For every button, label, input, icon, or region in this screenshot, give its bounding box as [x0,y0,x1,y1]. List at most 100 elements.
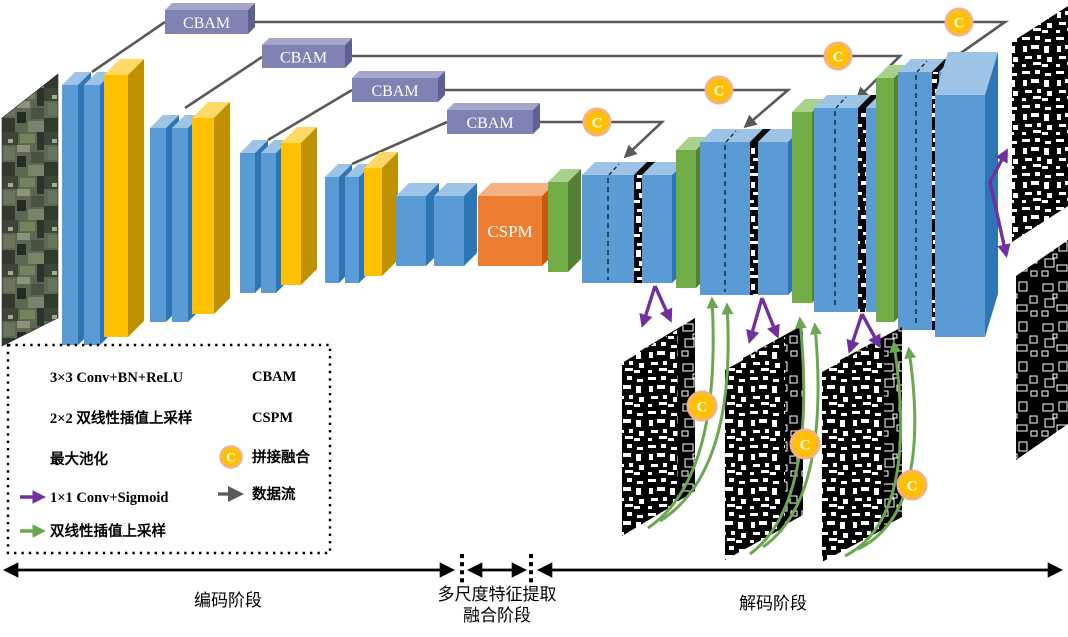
mask-map-sheet [725,337,785,560]
concat-node: C [944,7,974,37]
maxpool-block-front [281,143,301,285]
upsample-block-top [548,169,581,182]
conv1x1-arrow [639,285,657,328]
feature-strip-front [858,108,866,312]
feature-strip-top [750,129,771,142]
upsample-block [548,169,581,272]
cbam-block-top [447,103,540,110]
conv-block-front [325,177,339,283]
maxpool-block-top [104,59,144,75]
maxpool-block [281,127,317,285]
upsample-block-side [568,169,581,272]
conv-block-front [172,128,188,322]
encoder-stage-label: 编码阶段 [194,591,262,610]
dataflow-line [267,88,353,142]
upsample-block-top [676,137,709,150]
maxpool-block [104,59,144,337]
concat-node: C [686,390,718,422]
cbam-block-front [262,45,345,68]
conv-block [434,183,477,266]
conv1x1-arrow [760,297,780,339]
final-mask-map [1012,6,1068,242]
cbam-block-top [165,3,255,10]
cbam-block: CBAM [352,71,445,102]
conv-block-front [582,175,634,283]
maxpool-block-top [364,152,398,168]
middle-stage-label-line1: 多尺度特征提取 [438,585,557,604]
concat-label: C [592,116,603,132]
maxpool-block-top [281,127,317,143]
cbam-block: CBAM [447,103,540,134]
conv-block-front [240,153,255,293]
skip-connection-lines [91,20,1010,166]
conv-block-top [642,162,685,175]
concat-label: C [907,479,918,495]
concat-split-dash-top [608,163,620,176]
maxpool-block [364,152,398,276]
maxpool-block [192,102,230,314]
maxpool-block-top [192,102,230,118]
cbam-block-label: CBAM [183,15,230,32]
dataflow-line [248,20,1010,64]
final-conv-block-top [935,52,998,95]
final-output-maps [1012,6,1068,460]
cbam-block-front [165,10,248,34]
legend-label: 拼接融合 [252,448,310,466]
mask-map-sheet [622,330,677,536]
maxpool-block-front [104,75,128,337]
upsample-block-front [548,182,568,272]
concat-nodes: C C C C C C C [582,7,974,501]
feature-strip-front [634,175,642,283]
maxpool-block-side [214,102,230,314]
concat-label: C [833,50,844,66]
legend-label: 1×1 Conv+Sigmoid [50,490,168,506]
cbam-block-front [352,78,438,102]
upsample-block-front [792,112,812,303]
concat-split-dash-top [835,96,847,109]
conv1x1-arrow [860,313,881,349]
legend: 3×3 Conv+BN+ReLU 2×2 双线性插值上采样 最大池化 1×1 C… [6,343,332,555]
conv-block-front [898,72,932,330]
feature-strip-front [750,142,758,295]
conv-block-front [150,128,166,322]
side-output-maps [622,318,902,562]
legend-label: 最大池化 [50,450,108,468]
conv-block-front [62,85,78,345]
upsample-block-front [876,78,894,322]
maxpool-block-front [364,168,382,276]
cspm-block-top [478,183,555,196]
cbam-block-top [262,38,352,45]
dataflow-line [351,120,448,166]
middle-stage-label-line2: 融合阶段 [463,606,531,625]
final-edge-map [1016,240,1068,460]
cbam-block: CBAM [165,3,255,34]
concat-label: C [954,16,965,32]
concat-split-dash-top [725,130,737,143]
dataflow-line [438,88,792,129]
cbam-block-label: CBAM [371,83,418,100]
concat-label: C [714,84,725,100]
bilinear-upsample-arrows [647,296,917,558]
conv-block-top [434,183,477,196]
input-aerial-image [1,73,59,347]
concat-node: C [704,75,734,105]
conv-block-front [642,175,672,283]
final-conv-block-front [935,95,985,337]
conv-block-side [464,183,477,266]
legend-label: CSPM [252,410,293,426]
upsample-block-top [876,65,907,78]
conv-block [396,183,439,266]
stage-axis: 编码阶段 多尺度特征提取 融合阶段 解码阶段 [2,554,1064,625]
cbam-block: CBAM [262,38,352,68]
cbam-block-side [345,38,352,68]
upsample-block-top [792,99,825,112]
conv-block-top [898,59,945,72]
conv1x1-arrow [746,297,764,344]
conv-block-front [261,153,276,293]
cbam-block-side [438,71,445,102]
conv-block-front [396,196,426,266]
upsample-arrow [844,340,903,558]
concat-node: C [582,107,612,137]
mask-map-sheet [822,339,884,562]
